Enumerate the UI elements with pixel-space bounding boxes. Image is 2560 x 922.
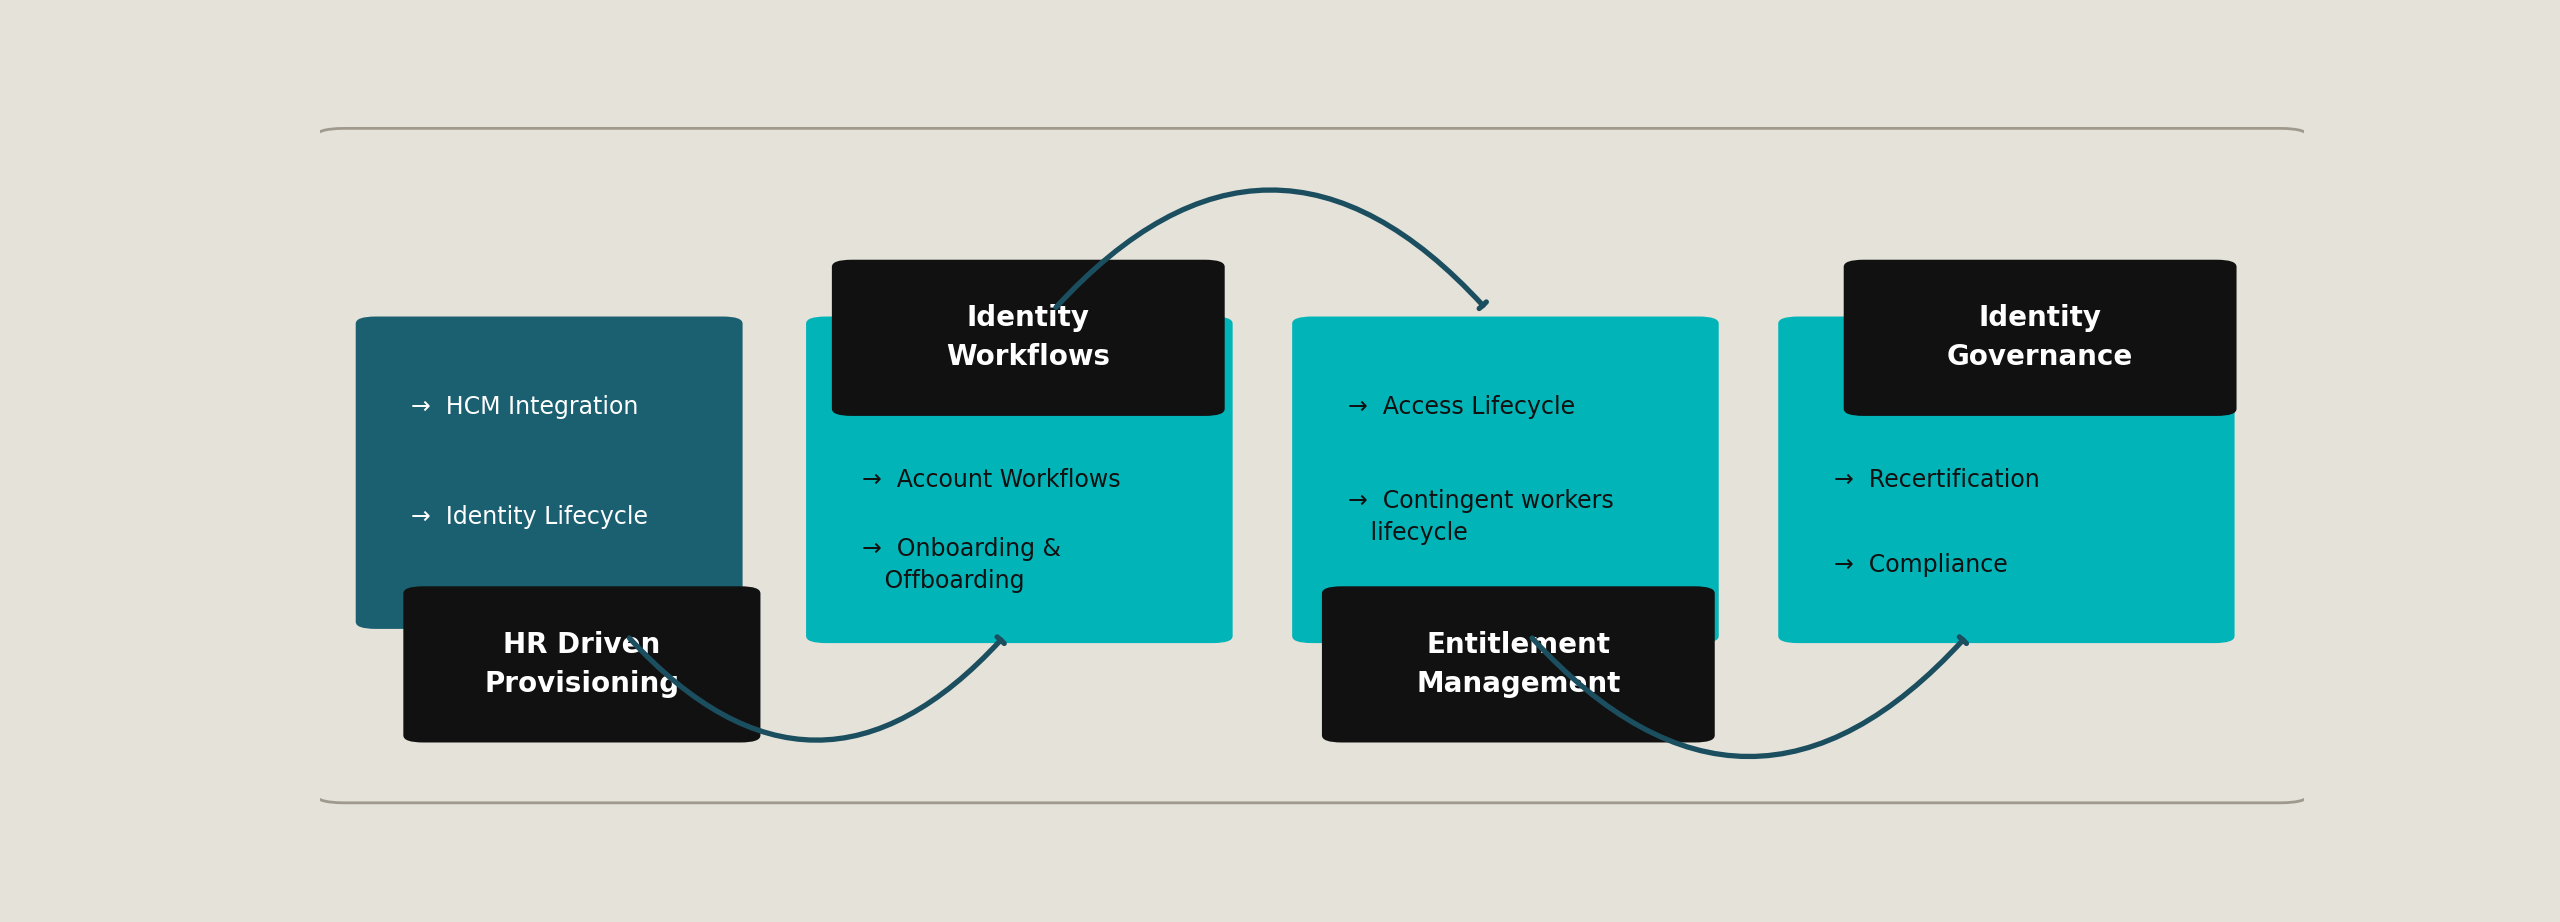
Text: →  Onboarding &
   Offboarding: → Onboarding & Offboarding [863,538,1060,593]
Text: HR Driven
Provisioning: HR Driven Provisioning [484,631,678,698]
FancyBboxPatch shape [356,316,742,629]
Text: →  Account Workflows: → Account Workflows [863,467,1121,491]
Text: →  Access Lifecycle: → Access Lifecycle [1347,395,1574,419]
Text: →  Recertification: → Recertification [1833,467,2040,491]
FancyBboxPatch shape [1293,316,1718,644]
FancyBboxPatch shape [404,586,760,742]
Text: Identity
Governance: Identity Governance [1948,304,2132,372]
Text: Identity
Workflows: Identity Workflows [947,304,1111,372]
Text: →  HCM Integration: → HCM Integration [412,395,637,419]
Text: →  Compliance: → Compliance [1833,553,2007,577]
FancyBboxPatch shape [315,128,2309,803]
Text: Entitlement
Management: Entitlement Management [1416,631,1620,698]
FancyBboxPatch shape [832,260,1224,416]
FancyBboxPatch shape [806,316,1234,644]
FancyBboxPatch shape [1779,316,2235,644]
Text: →  Contingent workers
   lifecycle: → Contingent workers lifecycle [1347,490,1613,545]
Text: →  Identity Lifecycle: → Identity Lifecycle [412,505,648,529]
FancyBboxPatch shape [1843,260,2237,416]
FancyBboxPatch shape [1321,586,1715,742]
